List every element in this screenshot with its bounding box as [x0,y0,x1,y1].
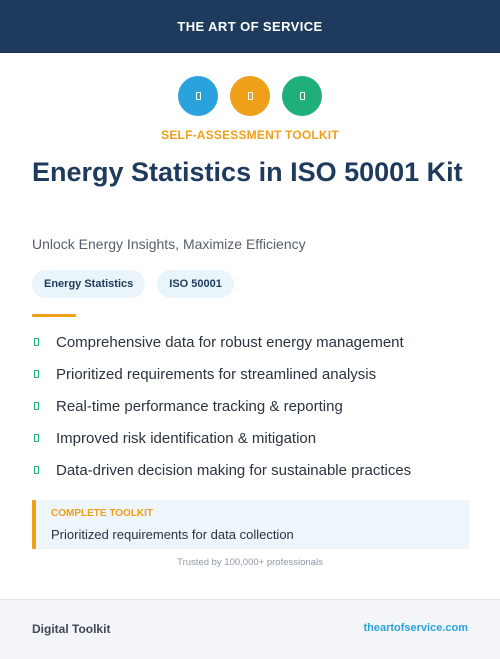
file-icon-blue [178,76,218,116]
website-link[interactable]: theartofservice.com [363,622,468,634]
file-icon-green [282,76,322,116]
check-icon [34,402,39,410]
footer-label: Digital Toolkit [32,622,111,636]
file-glyph-icon [299,92,305,100]
list-item: Data-driven decision making for sustaina… [32,454,472,486]
footer: Digital Toolkit theartofservice.com [0,599,500,659]
callout-text: Prioritized requirements for data collec… [51,527,294,542]
accent-divider [32,314,76,317]
tag-list: Energy Statistics ISO 50001 [32,270,234,298]
list-item: Prioritized requirements for streamlined… [32,358,472,390]
check-icon [34,370,39,378]
page-subtitle: Unlock Energy Insights, Maximize Efficie… [32,236,306,252]
list-item: Comprehensive data for robust energy man… [32,326,472,358]
top-banner: THE ART OF SERVICE [0,0,500,53]
trust-note: Trusted by 100,000+ professionals [177,557,323,568]
check-icon [34,434,39,442]
list-item: Real-time performance tracking & reporti… [32,390,472,422]
page-title: Energy Statistics in ISO 50001 Kit [32,157,463,187]
check-icon [34,338,39,346]
file-glyph-icon [195,92,201,100]
tag-energy-statistics: Energy Statistics [32,270,146,298]
brand-name: THE ART OF SERVICE [177,19,323,34]
feature-list: Comprehensive data for robust energy man… [32,326,472,486]
toolkit-type-label: SELF-ASSESSMENT TOOLKIT [161,128,339,142]
tag-iso-50001: ISO 50001 [157,270,234,298]
check-icon [34,466,39,474]
icon-row [0,76,500,116]
callout-label: COMPLETE TOOLKIT [51,508,154,519]
file-icon-orange [230,76,270,116]
list-item: Improved risk identification & mitigatio… [32,422,472,454]
file-glyph-icon [247,92,253,100]
complete-toolkit-callout: COMPLETE TOOLKIT Prioritized requirement… [32,500,469,549]
